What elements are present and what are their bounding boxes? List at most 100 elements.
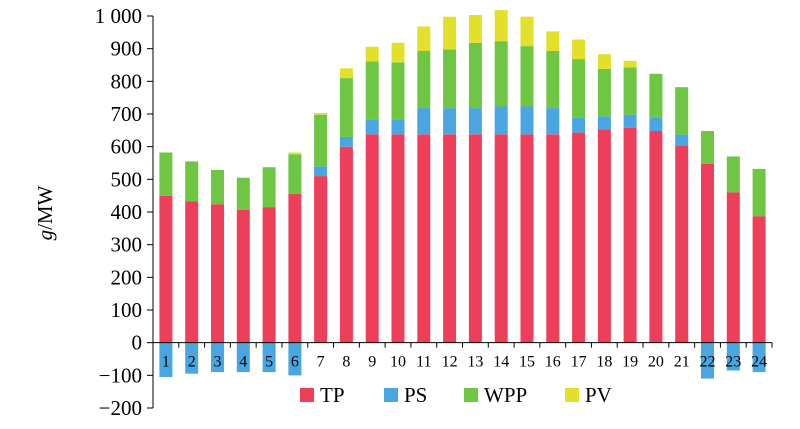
x-tick-label: 19 [622,354,638,371]
bar-wpp-22 [701,131,714,164]
bar-wpp-10 [391,62,405,120]
bar-ps-5 [262,342,276,373]
bar-ps-11 [417,108,431,135]
x-tick-label: 20 [648,354,664,371]
bar-tp-7 [314,176,328,343]
y-tick-label: 900 [111,37,143,61]
y-tick-label: 600 [111,135,143,159]
bar-tp-10 [391,134,405,343]
bar-ps-7 [314,166,328,177]
bar-tp-11 [417,134,431,343]
bar-pv-10 [391,42,405,63]
y-tick-label: 500 [111,167,143,191]
bar-tp-13 [468,134,482,343]
bar-wpp-4 [236,177,250,210]
y-axis-title: g/MW [33,185,57,240]
legend-item-wpp: WPP [464,383,527,407]
bar-ps-21 [675,134,689,146]
bar-tp-17 [572,132,586,343]
y-tick-label: −200 [99,396,142,420]
x-tick-label: 8 [342,354,350,371]
bar-tp-1 [159,195,173,343]
bar-ps-22 [701,342,714,379]
legend-swatch [384,388,398,402]
y-tick-label: 800 [111,69,143,93]
y-tick-label: 700 [111,102,143,126]
bar-tp-3 [211,204,224,343]
legend: TP PS WPP PV [300,383,612,407]
x-tick-label: 1 [162,354,170,371]
bar-tp-20 [649,131,663,343]
bar-ps-24 [752,342,766,373]
x-tick-label: 17 [571,354,587,371]
bar-tp-6 [288,194,302,343]
y-axis: −200 −100 0 100 200 300 400 500 600 700 800 900 1 00… [95,4,154,420]
bar-ps-6 [288,342,302,376]
legend-label: PV [585,383,612,407]
bar-ps-13 [468,108,482,135]
bar-ps-10 [391,119,405,135]
bar-pv-17 [572,39,586,60]
x-tick-label: 24 [751,354,767,371]
bar-tp-16 [546,134,560,343]
bar-tp-22 [701,163,714,343]
bar-ps-17 [572,117,586,133]
bar-tp-21 [675,146,689,343]
bar-tp-24 [752,216,766,343]
bar-wpp-9 [365,61,379,120]
bar-tp-4 [236,209,250,343]
bar-pv-14 [494,10,508,42]
bar-tp-23 [726,192,740,343]
x-tick-label: 7 [317,354,325,371]
y-tick-label: 100 [111,298,143,322]
bar-tp-12 [443,134,457,343]
y-tick-label: −100 [99,363,142,387]
bar-tp-18 [597,129,611,343]
y-tick-label: 0 [132,331,143,355]
bar-tp-9 [365,134,379,343]
bar-wpp-2 [185,161,199,202]
bar-pv-6 [288,152,302,155]
bar-wpp-19 [623,67,637,115]
x-tick-label: 9 [368,354,376,371]
bar-tp-5 [262,207,276,343]
bar-wpp-1 [159,152,173,196]
x-tick-label: 2 [188,354,196,371]
bar-wpp-16 [546,51,560,109]
bar-wpp-7 [314,114,328,167]
bar-ps-12 [443,108,457,135]
legend-item-pv: PV [565,383,612,407]
legend-swatch [300,388,314,402]
x-tick-label: 5 [265,354,273,371]
y-tick-label: 300 [111,233,143,257]
x-axis: 1 2 3 4 5 6 7 8 9 10 11 12 13 14 15 16 17 18 19 20 21 22 23 24 [153,342,773,371]
bar-tp-19 [623,127,637,343]
legend-label: TP [320,383,345,407]
x-tick-label: 21 [674,354,690,371]
bar-ps-2 [185,342,199,374]
bar-wpp-3 [211,169,224,205]
legend-item-ps: PS [384,383,427,407]
bar-ps-20 [649,117,663,131]
bar-tp-15 [520,134,534,343]
legend-label: WPP [484,383,527,407]
x-tick-label: 10 [390,354,406,371]
bar-ps-19 [623,114,637,128]
bar-wpp-8 [339,78,353,137]
x-tick-label: 14 [493,354,509,371]
y-tick-label: 400 [111,200,143,224]
bar-pv-15 [520,16,534,47]
bar-ps-23 [726,342,740,371]
x-tick-label: 11 [416,354,431,371]
x-tick-label: 13 [467,354,483,371]
bar-wpp-24 [752,168,766,217]
x-tick-label: 16 [545,354,561,371]
bar-wpp-18 [597,68,611,117]
bar-pv-13 [468,15,482,43]
bar-wpp-20 [649,73,663,118]
bar-wpp-13 [468,42,482,109]
bar-tp-8 [339,146,353,343]
bar-wpp-14 [494,41,508,107]
y-axis-title-unit: /MW [33,185,57,230]
bar-wpp-21 [675,87,689,135]
